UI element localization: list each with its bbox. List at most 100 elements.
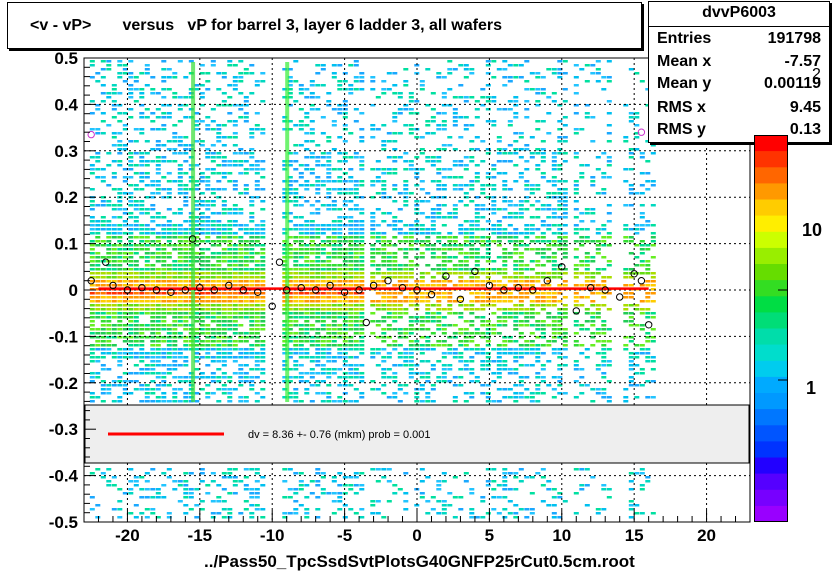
heat-cell bbox=[359, 336, 365, 339]
heat-cell bbox=[111, 92, 117, 95]
heat-cell bbox=[133, 268, 139, 271]
profile-point bbox=[210, 286, 219, 294]
heat-cell bbox=[194, 232, 200, 235]
heat-cell bbox=[628, 340, 634, 343]
heat-cell bbox=[485, 400, 491, 403]
heat-cell bbox=[590, 140, 596, 143]
heat-cell bbox=[524, 396, 530, 399]
heat-cell bbox=[326, 372, 332, 375]
heat-cell bbox=[480, 188, 486, 191]
heat-cell bbox=[430, 180, 436, 183]
heat-cell bbox=[645, 340, 651, 343]
heat-cell bbox=[133, 480, 139, 483]
heat-cell bbox=[232, 268, 238, 271]
heat-cell bbox=[469, 72, 475, 75]
heat-cell bbox=[408, 368, 414, 371]
heat-cell bbox=[573, 312, 579, 315]
heat-cell bbox=[144, 280, 150, 283]
heat-cell bbox=[557, 168, 563, 171]
heat-cell bbox=[144, 508, 150, 511]
heat-cell bbox=[326, 328, 332, 331]
heat-cell bbox=[210, 244, 216, 247]
heat-cell bbox=[315, 208, 321, 211]
heat-cell bbox=[282, 260, 288, 263]
heat-cell bbox=[403, 308, 409, 311]
heat-cell bbox=[221, 92, 227, 95]
heat-cell bbox=[199, 280, 205, 283]
heat-cell bbox=[210, 332, 216, 335]
heat-cell bbox=[458, 264, 464, 267]
heat-cell bbox=[166, 140, 172, 143]
heat-cell bbox=[122, 72, 128, 75]
heat-cell bbox=[139, 300, 145, 303]
heat-cell bbox=[315, 188, 321, 191]
heat-cell bbox=[496, 332, 502, 335]
heat-cell bbox=[650, 284, 656, 287]
heat-cell bbox=[205, 256, 211, 259]
heat-cell bbox=[183, 344, 189, 347]
heat-cell bbox=[485, 368, 491, 371]
heat-cell bbox=[326, 360, 332, 363]
heat-cell bbox=[177, 400, 183, 403]
heat-cell bbox=[144, 264, 150, 267]
heat-cell bbox=[95, 344, 101, 347]
heat-cell bbox=[342, 216, 348, 219]
heat-cell bbox=[331, 64, 337, 67]
heat-cell bbox=[254, 168, 260, 171]
heat-cell bbox=[221, 516, 227, 519]
heat-cell bbox=[386, 156, 392, 159]
heat-cell bbox=[282, 340, 288, 343]
heat-cell bbox=[326, 356, 332, 359]
heat-cell bbox=[106, 480, 112, 483]
heat-cell bbox=[458, 136, 464, 139]
heat-cell bbox=[584, 348, 590, 351]
heat-cell bbox=[232, 348, 238, 351]
heat-cell bbox=[216, 272, 222, 275]
heat-cell bbox=[573, 188, 579, 191]
heat-cell bbox=[183, 296, 189, 299]
heat-cell bbox=[243, 364, 249, 367]
heat-cell bbox=[337, 272, 343, 275]
heat-cell bbox=[144, 328, 150, 331]
heat-cell bbox=[216, 128, 222, 131]
heat-cell bbox=[348, 312, 354, 315]
heat-cell bbox=[403, 232, 409, 235]
heat-cell bbox=[397, 112, 403, 115]
heat-cell bbox=[89, 332, 95, 335]
heat-cell bbox=[557, 368, 563, 371]
heat-cell bbox=[392, 116, 398, 119]
heat-cell bbox=[584, 308, 590, 311]
heat-cell bbox=[419, 348, 425, 351]
heat-cell bbox=[628, 184, 634, 187]
heat-cell bbox=[348, 292, 354, 295]
heat-cell bbox=[177, 500, 183, 503]
heat-cell bbox=[326, 160, 332, 163]
heat-cell bbox=[386, 132, 392, 135]
heat-cell bbox=[282, 280, 288, 283]
heat-cell bbox=[562, 364, 568, 367]
heat-cell bbox=[639, 312, 645, 315]
heat-cell bbox=[227, 212, 233, 215]
heat-cell bbox=[546, 204, 552, 207]
heat-cell bbox=[540, 332, 546, 335]
heat-cell bbox=[452, 184, 458, 187]
heat-cell bbox=[315, 156, 321, 159]
heat-cell bbox=[133, 296, 139, 299]
heat-cell bbox=[144, 356, 150, 359]
heat-cell bbox=[645, 308, 651, 311]
heat-cell bbox=[557, 216, 563, 219]
heat-cell bbox=[463, 368, 469, 371]
heat-cell bbox=[540, 252, 546, 255]
heat-cell bbox=[386, 312, 392, 315]
heat-cell bbox=[386, 72, 392, 75]
heat-cell bbox=[100, 84, 106, 87]
heat-cell bbox=[282, 284, 288, 287]
heat-cell bbox=[507, 256, 513, 259]
heat-cell bbox=[117, 296, 123, 299]
heat-cell bbox=[397, 388, 403, 391]
heat-cell bbox=[557, 316, 563, 319]
heat-cell bbox=[238, 164, 244, 167]
heat-cell bbox=[221, 252, 227, 255]
heat-cell bbox=[139, 176, 145, 179]
heat-cell bbox=[507, 76, 513, 79]
